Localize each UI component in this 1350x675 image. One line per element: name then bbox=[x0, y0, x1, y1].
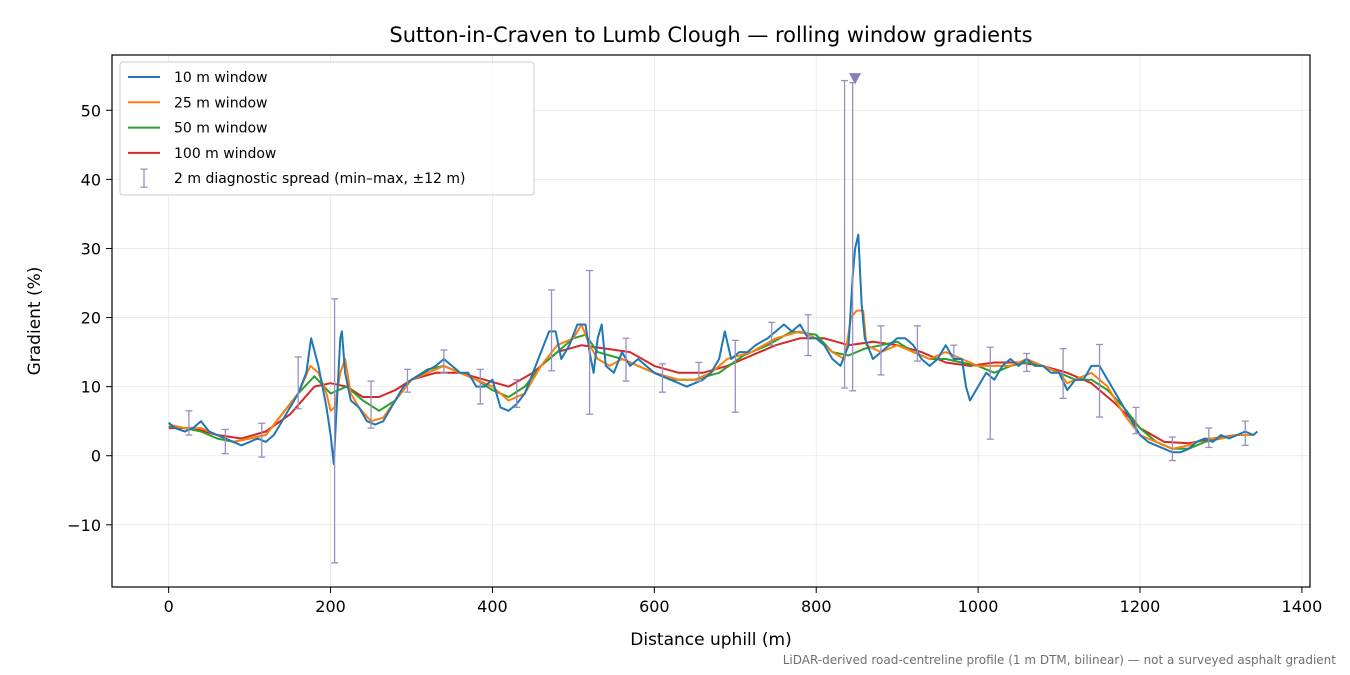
x-tick-label: 600 bbox=[639, 597, 670, 616]
y-tick-label: −10 bbox=[67, 516, 101, 535]
y-axis-label: Gradient (%) bbox=[25, 267, 45, 376]
error-bar bbox=[950, 344, 958, 358]
legend-entry: 10 m window bbox=[174, 70, 267, 86]
footnote: LiDAR-derived road-centreline profile (1… bbox=[783, 653, 1337, 667]
series-line bbox=[168, 330, 1254, 450]
series-layer bbox=[168, 233, 1259, 465]
legend-errorbar-swatch bbox=[140, 168, 148, 188]
error-bar bbox=[1132, 406, 1140, 435]
error-bar bbox=[877, 325, 885, 376]
legend: 10 m window 25 m window 50 m window 100 m w… bbox=[119, 61, 535, 196]
error-bar bbox=[913, 325, 921, 362]
plot-frame bbox=[111, 54, 1311, 588]
x-axis-label: Distance uphill (m) bbox=[630, 630, 791, 650]
x-tick-label: 200 bbox=[315, 597, 346, 616]
x-tick-label: 0 bbox=[164, 597, 174, 616]
error-bar-layer bbox=[185, 73, 1249, 564]
y-tick-label: 40 bbox=[81, 170, 101, 189]
error-bar bbox=[1168, 436, 1176, 462]
error-bar bbox=[548, 289, 556, 372]
legend-entry: 50 m window bbox=[174, 121, 267, 137]
grid-lines bbox=[112, 55, 1310, 587]
error-bar bbox=[731, 339, 739, 413]
error-bar bbox=[586, 269, 594, 415]
error-bar bbox=[185, 410, 193, 436]
error-bar bbox=[476, 368, 484, 405]
error-bar bbox=[294, 356, 302, 410]
x-tick-label: 1400 bbox=[1282, 597, 1323, 616]
y-tick-label: 50 bbox=[81, 101, 101, 120]
error-bar bbox=[221, 428, 229, 455]
error-bar bbox=[768, 321, 776, 346]
x-tick-label: 400 bbox=[477, 597, 508, 616]
y-tick-label: 20 bbox=[81, 309, 101, 328]
error-bar bbox=[1023, 352, 1031, 373]
error-bar bbox=[258, 422, 266, 458]
x-tick-label: 1200 bbox=[1120, 597, 1161, 616]
error-bar bbox=[622, 337, 630, 382]
legend-entry: 100 m window bbox=[174, 146, 276, 162]
error-bar bbox=[513, 379, 521, 409]
error-bar bbox=[367, 380, 375, 429]
error-bar bbox=[986, 346, 994, 440]
error-bar bbox=[1241, 420, 1249, 447]
error-bar bbox=[331, 298, 339, 564]
error-bar bbox=[403, 368, 411, 393]
x-axis-ticks: 0 200 400 600 800 1000 1200 1400 bbox=[164, 587, 1323, 616]
error-bar bbox=[804, 314, 812, 357]
error-bar bbox=[695, 361, 703, 382]
y-tick-label: 30 bbox=[81, 239, 101, 258]
legend-entry: 25 m window bbox=[174, 95, 267, 111]
y-tick-label: 10 bbox=[81, 378, 101, 397]
series-line bbox=[168, 337, 1254, 445]
legend-box bbox=[119, 61, 535, 196]
error-bar bbox=[440, 349, 448, 374]
legend-entry: 2 m diagnostic spread (min–max, ±12 m) bbox=[174, 171, 465, 187]
overflow-marker bbox=[849, 73, 862, 85]
x-tick-label: 800 bbox=[801, 597, 832, 616]
error-bar bbox=[658, 363, 666, 393]
error-bar bbox=[1059, 347, 1067, 400]
y-axis-ticks: −10 0 10 20 30 40 50 bbox=[67, 101, 112, 535]
x-tick-label: 1000 bbox=[958, 597, 999, 616]
error-bar bbox=[1205, 427, 1213, 449]
chart-title: Sutton-in-Craven to Lumb Clough — rollin… bbox=[389, 23, 1032, 47]
error-bar bbox=[841, 79, 849, 389]
series-line bbox=[168, 233, 1259, 465]
y-tick-label: 0 bbox=[91, 447, 101, 466]
error-bar bbox=[1096, 343, 1104, 418]
